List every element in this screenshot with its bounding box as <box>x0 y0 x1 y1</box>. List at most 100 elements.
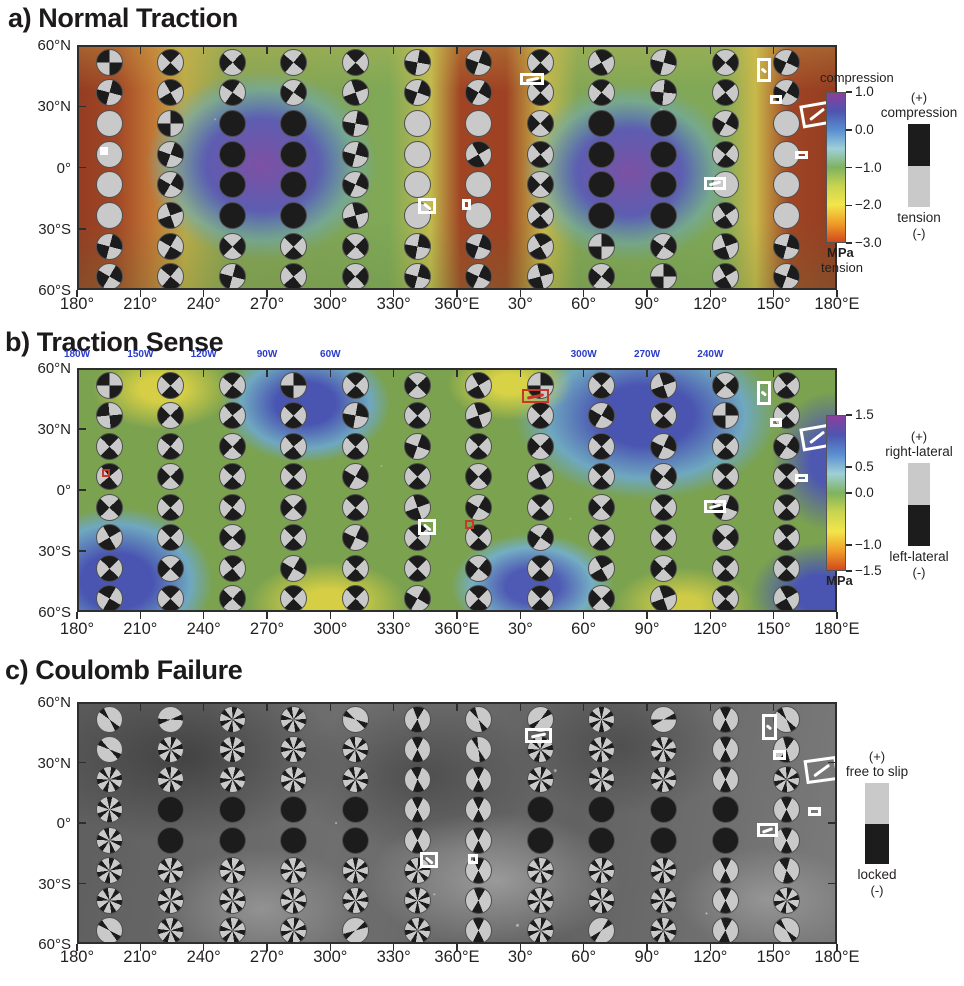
region-outline-box <box>773 750 786 760</box>
focal-mechanism-symbol <box>403 232 431 260</box>
focal-mechanism-symbol <box>280 201 308 229</box>
sign-c-bar <box>865 783 889 865</box>
focal-mechanism-symbol <box>649 705 677 733</box>
focal-mechanism-symbol <box>526 917 554 942</box>
colorbar-tick-label: 1.5 <box>855 407 874 422</box>
focal-mechanism-symbol <box>157 796 185 824</box>
axis-tick <box>519 704 522 711</box>
lon-label: 330° <box>376 620 411 638</box>
region-outline-box <box>522 389 549 403</box>
region-outline-box <box>757 58 771 82</box>
lon-label: 360°E <box>434 295 480 313</box>
lon-label: 180° <box>59 948 95 966</box>
lat-label: 60°S <box>38 936 71 953</box>
focal-mechanism-symbol <box>403 263 431 288</box>
lon-label: 60° <box>571 295 597 313</box>
axis-tick <box>709 612 712 619</box>
focal-mechanism-symbol <box>218 735 246 763</box>
lon-label: 360°E <box>434 948 480 966</box>
colorbar-tick-label: 0.5 <box>855 458 874 474</box>
axis-tick <box>828 761 835 764</box>
focal-mechanism-symbol <box>588 735 616 763</box>
focal-mechanism-symbol <box>526 524 554 552</box>
region-outline-line <box>525 76 539 82</box>
panel-c-map <box>77 702 837 944</box>
focal-mechanism-symbol <box>341 856 369 884</box>
focal-mechanism-symbol <box>218 201 246 229</box>
axis-tick <box>836 290 838 297</box>
focal-mechanism-symbol <box>280 735 308 763</box>
region-outline-line <box>761 826 773 834</box>
focal-mechanism-symbol <box>341 371 369 399</box>
focal-mechanism-symbol <box>341 796 369 824</box>
lon-label: 210° <box>123 620 158 638</box>
focal-mechanism-symbol <box>403 48 431 76</box>
axis-tick <box>76 944 78 951</box>
focal-mechanism-symbol <box>403 585 431 610</box>
lon-label: 180°E <box>814 948 860 966</box>
focal-mechanism-symbol <box>280 263 308 288</box>
focal-mechanism-symbol <box>465 585 493 610</box>
focal-mechanism-symbol <box>157 735 185 763</box>
focal-mechanism-symbol <box>218 463 246 491</box>
lon-label: 60° <box>571 620 597 638</box>
focal-mechanism-symbol <box>95 796 123 824</box>
focal-mechanism-symbol <box>649 826 677 854</box>
lon-label: 90° <box>634 948 660 966</box>
focal-mechanism-symbol <box>773 171 801 199</box>
focal-mechanism-symbol <box>649 735 677 763</box>
focal-mechanism-symbol <box>711 796 739 824</box>
focal-mechanism-symbol <box>465 796 493 824</box>
focal-mechanism-symbol <box>157 493 185 521</box>
colorbar-tick <box>846 466 852 468</box>
region-outline-box <box>468 854 478 864</box>
axis-tick <box>772 290 775 297</box>
lon-label: 180° <box>59 620 95 638</box>
focal-mechanism-symbol <box>403 796 431 824</box>
focal-mechanism-symbol <box>711 856 739 884</box>
lon-label: 300° <box>313 295 348 313</box>
focal-mechanism-symbol <box>526 48 554 76</box>
focal-mechanism-symbol <box>341 524 369 552</box>
focal-mechanism-symbol <box>95 201 123 229</box>
focal-mechanism-symbol <box>157 705 185 733</box>
axis-tick <box>836 944 838 951</box>
focal-mechanism-symbol <box>711 432 739 460</box>
focal-mechanism-symbol <box>588 826 616 854</box>
secondary-lon-label: 150W <box>127 349 154 360</box>
focal-mechanism-symbol <box>588 79 616 107</box>
axis-tick <box>392 612 395 619</box>
axis-tick <box>836 704 837 711</box>
focal-mechanism-symbol <box>711 463 739 491</box>
axis-tick <box>266 370 268 377</box>
region-outline-box <box>420 852 438 868</box>
focal-mechanism-symbol <box>280 463 308 491</box>
axis-tick <box>202 370 205 377</box>
region-outline-box <box>465 520 474 529</box>
lon-label: 120° <box>693 620 728 638</box>
axis-tick <box>329 47 332 54</box>
axis-tick <box>519 47 522 54</box>
panel-a-map <box>77 45 837 290</box>
focal-mechanism-symbol <box>218 110 246 138</box>
axis-tick <box>202 612 205 619</box>
focal-mechanism-symbol <box>95 705 123 733</box>
axis-tick <box>519 370 522 377</box>
focal-mechanism-symbol <box>711 402 739 430</box>
focal-mechanism-symbol <box>465 463 493 491</box>
focal-mechanism-symbol <box>157 110 185 138</box>
focal-mechanism-symbol <box>526 463 554 491</box>
focal-mechanism-symbol <box>649 79 677 107</box>
focal-mechanism-symbol <box>649 171 677 199</box>
focal-mechanism-symbol <box>280 371 308 399</box>
lon-label: 300° <box>313 948 348 966</box>
focal-mechanism-symbol <box>773 48 801 76</box>
focal-mechanism-symbol <box>711 705 739 733</box>
region-outline-line <box>709 180 721 187</box>
focal-mechanism-symbol <box>95 917 123 942</box>
focal-mechanism-symbol <box>218 402 246 430</box>
focal-mechanism-symbol <box>588 766 616 794</box>
axis-tick <box>79 882 86 885</box>
lon-label: 240° <box>186 948 221 966</box>
